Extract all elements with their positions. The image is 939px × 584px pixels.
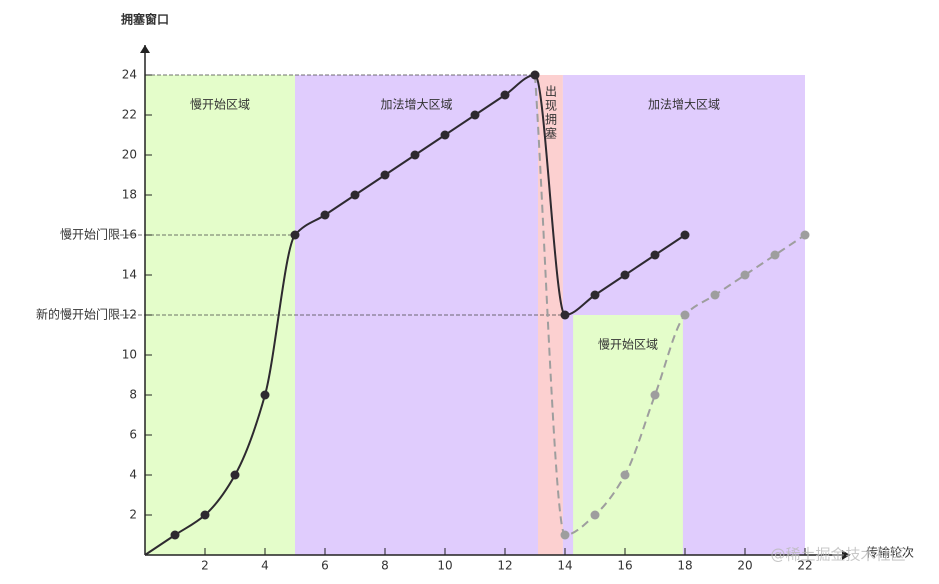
x-tick-label: 22 [797,559,812,573]
point [680,310,690,320]
point [200,510,210,520]
point [590,290,600,300]
y-tick-label: 18 [122,188,137,202]
region-label: 出现拥塞 [543,85,557,141]
x-tick-label: 4 [261,559,269,573]
point [650,250,660,260]
point [770,250,780,260]
point [560,530,570,540]
reference-label: 慢开始门限 [60,227,120,242]
y-tick-label: 8 [129,388,137,402]
x-tick-label: 2 [201,559,209,573]
point [410,150,420,160]
point [230,470,240,480]
point [650,390,660,400]
point [560,310,570,320]
x-axis-arrow [842,550,850,560]
point [470,110,480,120]
point [500,90,510,100]
region-label: 加法增大区域 [648,98,720,112]
point [290,230,300,240]
y-tick-label: 6 [129,428,137,442]
series-line [534,74,806,537]
point [800,230,810,240]
y-tick-label: 10 [122,348,137,362]
y-tick-label: 20 [122,148,137,162]
x-axis-title: 传输轮次 [866,545,914,560]
y-tick-label: 2 [129,508,137,522]
point [620,270,630,280]
region-label: 慢开始区域 [190,98,250,112]
reference-label: 新的慢开始门限 [36,307,120,322]
point [440,130,450,140]
point [710,290,720,300]
x-tick-label: 12 [497,559,512,573]
x-tick-label: 16 [617,559,632,573]
y-tick-label: 14 [122,268,137,282]
y-tick-label: 24 [122,68,137,82]
x-tick-label: 14 [557,559,572,573]
point [530,70,540,80]
watermark: @稀土掘金技术社区 [770,546,905,564]
x-tick-label: 20 [737,559,752,573]
point [350,190,360,200]
point [620,470,630,480]
point [320,210,330,220]
point [740,270,750,280]
y-axis-title: 拥塞窗口 [121,12,169,27]
point [170,530,180,540]
x-tick-label: 10 [437,559,452,573]
x-tick-label: 8 [381,559,389,573]
point [680,230,690,240]
y-tick-label: 22 [122,108,137,122]
y-axis-arrow [140,45,150,53]
x-tick-label: 6 [321,559,329,573]
point [260,390,270,400]
region-label: 慢开始区域 [598,338,658,352]
y-tick-label: 12 [122,308,137,322]
x-tick-label: 18 [677,559,692,573]
point [590,510,600,520]
y-tick-label: 4 [129,468,137,482]
point [380,170,390,180]
region-label: 加法增大区域 [380,98,452,112]
y-tick-label: 16 [122,228,137,242]
